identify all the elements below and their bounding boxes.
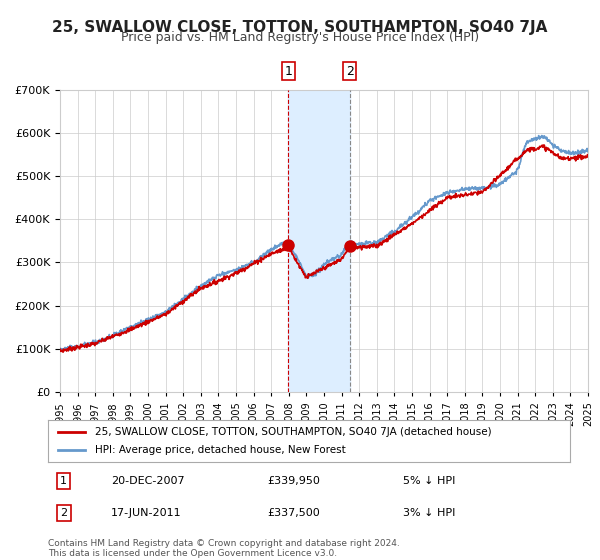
Text: 25, SWALLOW CLOSE, TOTTON, SOUTHAMPTON, SO40 7JA (detached house): 25, SWALLOW CLOSE, TOTTON, SOUTHAMPTON, … [95, 427, 491, 437]
Bar [288, 90, 350, 392]
Text: £337,500: £337,500 [267, 508, 320, 518]
Text: Price paid vs. HM Land Registry's House Price Index (HPI): Price paid vs. HM Land Registry's House … [121, 31, 479, 44]
Text: £339,950: £339,950 [267, 476, 320, 486]
Text: HPI: Average price, detached house, New Forest: HPI: Average price, detached house, New … [95, 445, 346, 455]
Text: 17-JUN-2011: 17-JUN-2011 [110, 508, 181, 518]
Text: 20-DEC-2007: 20-DEC-2007 [110, 476, 184, 486]
Text: 25, SWALLOW CLOSE, TOTTON, SOUTHAMPTON, SO40 7JA: 25, SWALLOW CLOSE, TOTTON, SOUTHAMPTON, … [52, 20, 548, 35]
Text: 3% ↓ HPI: 3% ↓ HPI [403, 508, 455, 518]
Text: 5% ↓ HPI: 5% ↓ HPI [403, 476, 455, 486]
Text: 1: 1 [284, 64, 292, 77]
Text: 2: 2 [60, 508, 67, 518]
Text: 2: 2 [346, 64, 353, 77]
Text: 1: 1 [60, 476, 67, 486]
Text: Contains HM Land Registry data © Crown copyright and database right 2024.
This d: Contains HM Land Registry data © Crown c… [48, 539, 400, 558]
